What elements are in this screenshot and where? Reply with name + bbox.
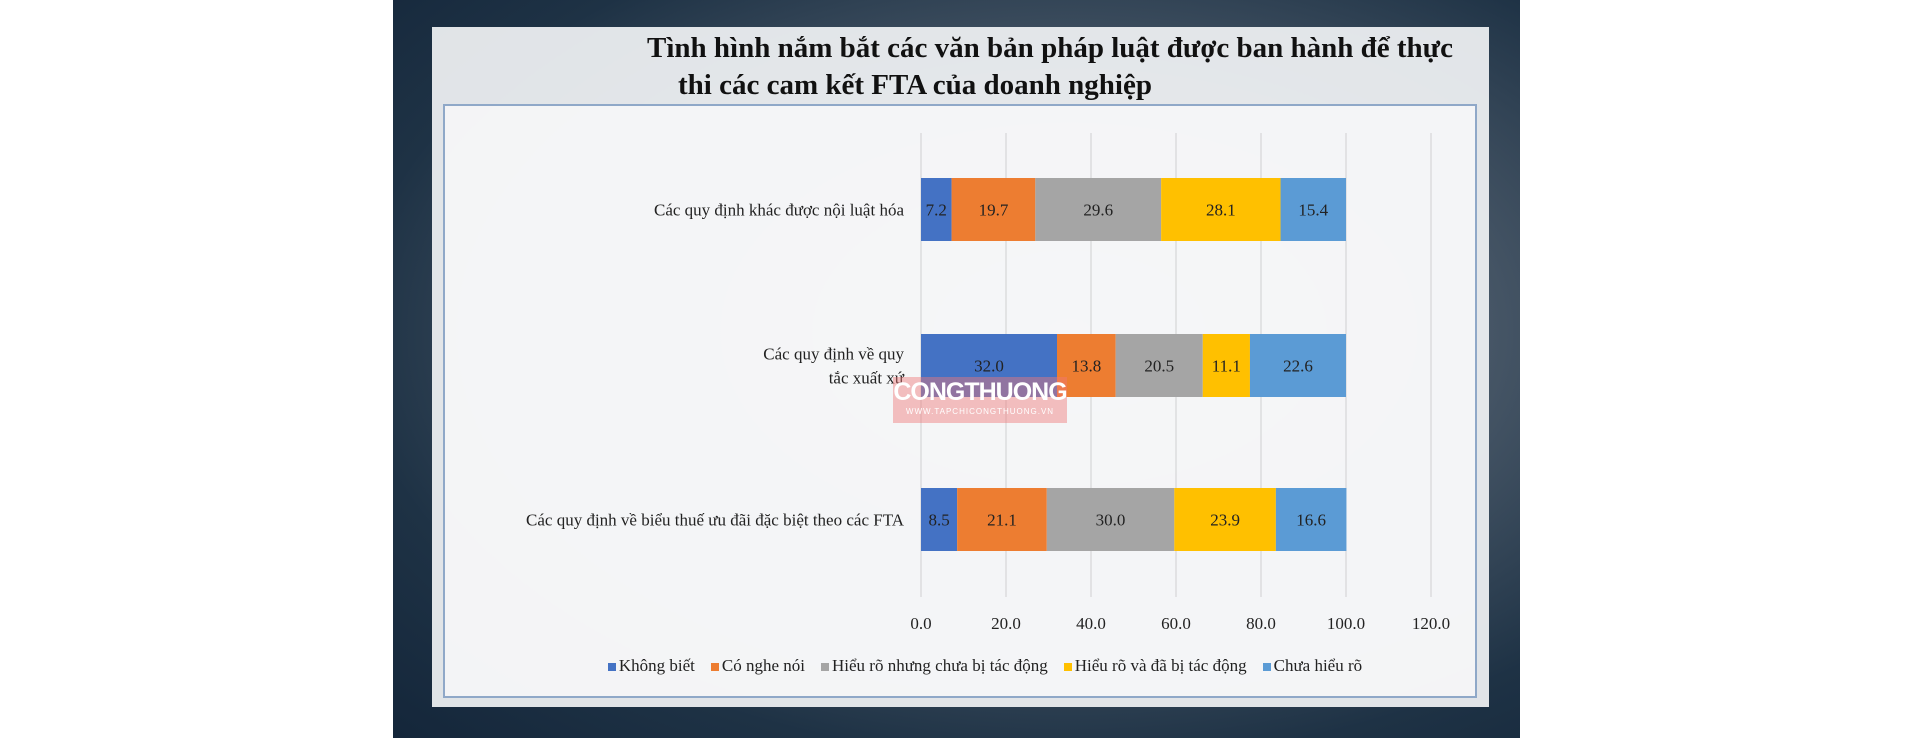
category-label: Các quy định về quy	[763, 345, 904, 364]
x-tick-label: 20.0	[991, 614, 1021, 633]
legend-item: Không biết	[607, 656, 695, 676]
data-label: 28.1	[1206, 201, 1236, 220]
bar-segment	[921, 488, 958, 551]
bar-segment	[1249, 334, 1346, 397]
data-label: 21.1	[987, 511, 1017, 530]
legend-swatch	[1262, 663, 1271, 671]
legend-swatch	[607, 663, 616, 671]
data-label: 13.8	[1071, 357, 1101, 376]
legend: Không biết Có nghe nói Hiểu rõ nhưng chưa …	[0, 656, 1920, 676]
bar-segment	[921, 178, 952, 241]
legend-label: Không biết	[618, 656, 695, 675]
legend-item: Có nghe nói	[710, 656, 805, 676]
bar-segment	[957, 488, 1047, 551]
data-label: 11.1	[1212, 357, 1241, 376]
legend-swatch	[710, 663, 719, 671]
data-label: 16.6	[1296, 511, 1326, 530]
bar-segment	[1035, 178, 1162, 241]
x-tick-label: 0.0	[910, 614, 931, 633]
bar-segment	[1057, 334, 1116, 397]
title-line-2: thi các cam kết FTA của doanh nghiệp	[678, 69, 1152, 101]
x-tick-label: 40.0	[1076, 614, 1106, 633]
data-label: 23.9	[1210, 511, 1240, 530]
bar-segment	[1046, 488, 1175, 551]
legend-label: Hiểu rõ và đã bị tác động	[1074, 656, 1247, 675]
data-label: 22.6	[1283, 357, 1313, 376]
data-label: 15.4	[1298, 201, 1328, 220]
legend-item: Hiểu rõ nhưng chưa bị tác động	[821, 656, 1048, 676]
legend-item: Chưa hiểu rõ	[1262, 656, 1363, 676]
chart-title: Tình hình nắm bắt các văn bản pháp luật …	[480, 30, 1480, 104]
bar-segment	[1161, 178, 1281, 241]
bar-segment	[921, 334, 1057, 397]
data-label: 7.2	[926, 201, 947, 220]
bar-segment	[1174, 488, 1276, 551]
x-tick-label: 100.0	[1327, 614, 1365, 633]
title-line-1: Tình hình nắm bắt các văn bản pháp luật …	[647, 32, 1453, 64]
category-label: Các quy định khác được nội luật hóa	[654, 201, 904, 220]
legend-item: Hiểu rõ và đã bị tác động	[1063, 656, 1247, 676]
bar-segment	[1280, 178, 1346, 241]
data-label: 19.7	[979, 201, 1009, 220]
legend-label: Có nghe nói	[721, 656, 805, 675]
data-label: 32.0	[974, 357, 1004, 376]
x-tick-label: 60.0	[1161, 614, 1191, 633]
legend-label: Hiểu rõ nhưng chưa bị tác động	[832, 656, 1048, 675]
legend-swatch	[1063, 663, 1072, 671]
x-tick-label: 120.0	[1412, 614, 1450, 633]
x-tick-label: 80.0	[1246, 614, 1276, 633]
bar-segment	[951, 178, 1036, 241]
data-label: 29.6	[1083, 201, 1113, 220]
bar-segment	[1275, 488, 1347, 551]
legend-label: Chưa hiểu rõ	[1273, 656, 1363, 675]
data-label: 30.0	[1096, 511, 1126, 530]
watermark-logo: CONGTHUONG WWW.TAPCHICONGTHUONG.VN	[893, 377, 1068, 423]
data-label: 8.5	[928, 511, 949, 530]
category-label: tắc xuất xứ	[829, 369, 905, 388]
bar-segment	[1202, 334, 1250, 397]
category-label: Các quy định về biểu thuế ưu đãi đặc biệ…	[526, 511, 905, 530]
bar-segment	[1115, 334, 1203, 397]
data-label: 20.5	[1144, 357, 1174, 376]
legend-swatch	[821, 663, 829, 671]
